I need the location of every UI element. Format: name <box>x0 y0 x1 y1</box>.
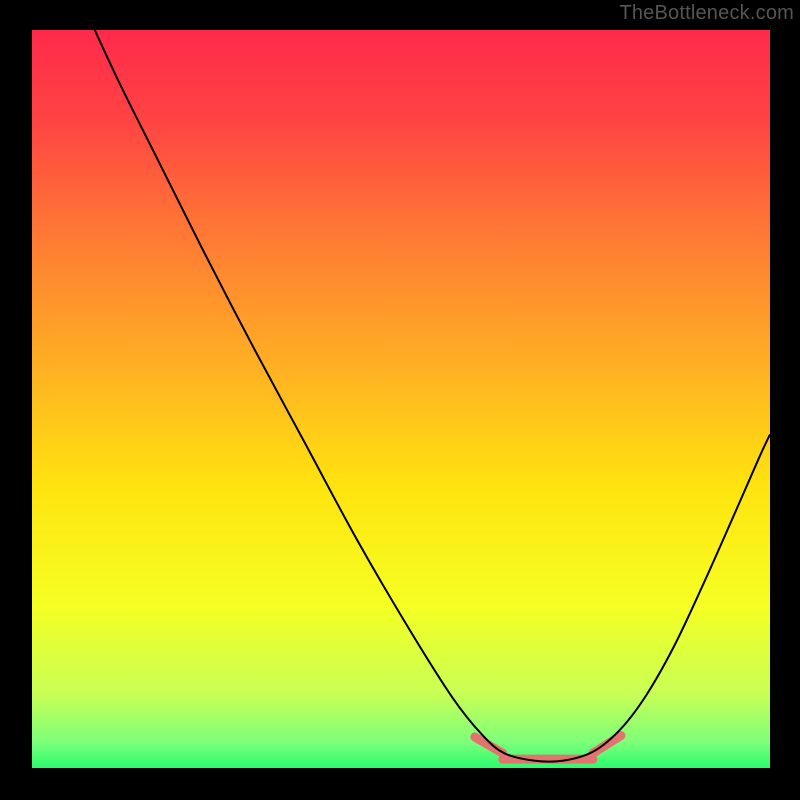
bottleneck-chart <box>32 30 770 768</box>
chart-frame: TheBottleneck.com <box>0 0 800 800</box>
watermark-text: TheBottleneck.com <box>619 2 794 25</box>
gradient-background <box>32 30 770 768</box>
